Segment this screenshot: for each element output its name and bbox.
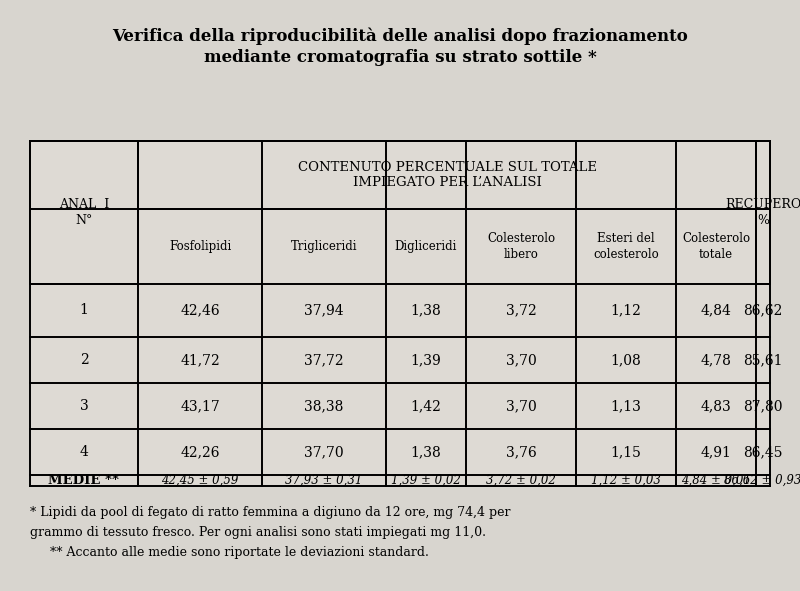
Text: Trigliceridi: Trigliceridi <box>290 240 358 253</box>
Bar <box>139 142 755 208</box>
Text: 4,78: 4,78 <box>701 353 731 367</box>
Text: 42,26: 42,26 <box>180 445 220 459</box>
Text: Digliceridi: Digliceridi <box>395 240 457 253</box>
Text: 42,46: 42,46 <box>180 304 220 317</box>
Text: Fosfolipidi: Fosfolipidi <box>169 240 231 253</box>
Text: 3,70: 3,70 <box>506 399 536 413</box>
Text: 43,17: 43,17 <box>180 399 220 413</box>
Text: 1: 1 <box>79 304 89 317</box>
Bar <box>31 208 137 210</box>
Text: 87,80: 87,80 <box>743 399 782 413</box>
Text: Colesterolo
totale: Colesterolo totale <box>682 232 750 261</box>
Bar <box>757 208 769 210</box>
Bar <box>30 141 770 486</box>
Text: Verifica della riproducibilità delle analisi dopo frazionamento: Verifica della riproducibilità delle ana… <box>112 27 688 45</box>
Text: 3,76: 3,76 <box>506 445 536 459</box>
Text: 4,91: 4,91 <box>701 445 731 459</box>
Text: 1,39 ± 0,02: 1,39 ± 0,02 <box>391 474 461 487</box>
Text: MEDIE **: MEDIE ** <box>49 474 119 487</box>
Text: 1,13: 1,13 <box>610 399 642 413</box>
Text: 37,72: 37,72 <box>304 353 344 367</box>
Text: 86,62 ± 0,93: 86,62 ± 0,93 <box>724 474 800 487</box>
Text: 1,38: 1,38 <box>410 304 442 317</box>
Text: 85,61: 85,61 <box>743 353 782 367</box>
Text: RECUPERO
%: RECUPERO % <box>725 199 800 226</box>
Text: 1,42: 1,42 <box>410 399 442 413</box>
Text: 86,45: 86,45 <box>743 445 782 459</box>
Text: 1,38: 1,38 <box>410 445 442 459</box>
Text: Colesterolo
libero: Colesterolo libero <box>487 232 555 261</box>
Text: 3,72: 3,72 <box>506 304 536 317</box>
Bar <box>757 142 769 208</box>
Text: 4,84: 4,84 <box>701 304 731 317</box>
Text: ** Accanto alle medie sono riportate le deviazioni standard.: ** Accanto alle medie sono riportate le … <box>50 546 429 559</box>
Text: 4,84 ± 0,01: 4,84 ± 0,01 <box>681 474 751 487</box>
Text: 37,93 ± 0,31: 37,93 ± 0,31 <box>286 474 362 487</box>
Text: 1,12 ± 0,03: 1,12 ± 0,03 <box>591 474 661 487</box>
Text: 37,70: 37,70 <box>304 445 344 459</box>
Text: 1,39: 1,39 <box>410 353 442 367</box>
Text: 3,70: 3,70 <box>506 353 536 367</box>
Text: 86,62: 86,62 <box>743 304 782 317</box>
Text: 38,38: 38,38 <box>304 399 344 413</box>
Text: 1,08: 1,08 <box>610 353 642 367</box>
Bar <box>31 142 137 208</box>
Text: * Lipidi da pool di fegato di ratto femmina a digiuno da 12 ore, mg 74,4 per: * Lipidi da pool di fegato di ratto femm… <box>30 506 510 519</box>
Text: 4: 4 <box>79 445 89 459</box>
Text: grammo di tessuto fresco. Per ogni analisi sono stati impiegati mg 11,0.: grammo di tessuto fresco. Per ogni anali… <box>30 526 486 539</box>
Text: 1,15: 1,15 <box>610 445 642 459</box>
Text: 2: 2 <box>80 353 88 367</box>
Text: 41,72: 41,72 <box>180 353 220 367</box>
Text: 42,45 ± 0,59: 42,45 ± 0,59 <box>162 474 238 487</box>
Text: CONTENUTO PERCENTUALE SUL TOTALE
IMPIEGATO PER L’ANALISI: CONTENUTO PERCENTUALE SUL TOTALE IMPIEGA… <box>298 161 597 189</box>
Text: 3,72 ± 0,02: 3,72 ± 0,02 <box>486 474 556 487</box>
Text: Esteri del
colesterolo: Esteri del colesterolo <box>593 232 659 261</box>
Text: 4,83: 4,83 <box>701 399 731 413</box>
Text: 37,94: 37,94 <box>304 304 344 317</box>
Text: ANAL  I
N°: ANAL I N° <box>59 199 109 226</box>
Text: mediante cromatografia su strato sottile *: mediante cromatografia su strato sottile… <box>204 48 596 66</box>
Text: 3: 3 <box>80 399 88 413</box>
Text: 1,12: 1,12 <box>610 304 642 317</box>
